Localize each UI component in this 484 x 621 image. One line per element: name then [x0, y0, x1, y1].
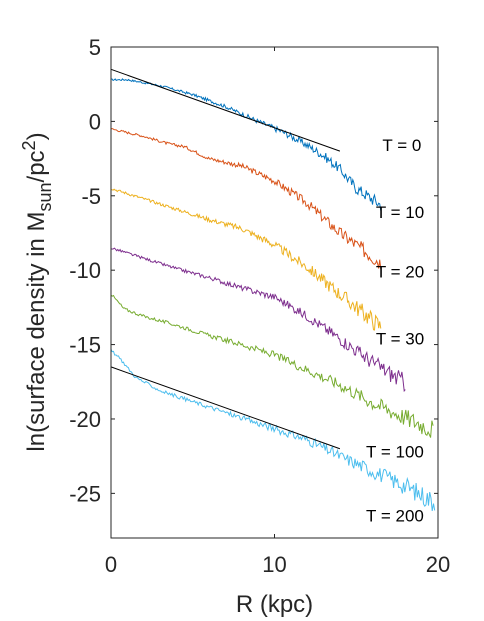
- fit-line-0: [110, 68, 341, 152]
- series-annotation-4: T = 100: [366, 443, 424, 462]
- x-tick-label: 10: [262, 552, 286, 577]
- series-annotations: T = 0 T = 10 T = 20 T = 30 T = 100 T = 200: [366, 136, 424, 525]
- y-axis-title-part3: ): [23, 132, 50, 140]
- y-axis-title-sub: sun: [35, 182, 55, 211]
- fit-line-1: [110, 366, 341, 450]
- series-line-4: [110, 294, 434, 438]
- axis-ticks: 0 10 20 5 0 -5 -10 -15 -20 -25: [69, 35, 450, 577]
- series-annotation-0: T = 0: [382, 136, 421, 155]
- fit-lines: [110, 68, 341, 450]
- x-tick-label: 20: [426, 552, 450, 577]
- y-tick-label: 0: [89, 109, 101, 134]
- series-layer: [110, 78, 436, 511]
- plot-area: [111, 47, 438, 538]
- x-tick-label: 0: [105, 552, 117, 577]
- y-axis-title-part2: /pc: [23, 150, 50, 182]
- y-axis-title: ln(surface density in Msun/pc2): [19, 132, 55, 451]
- y-axis-title-sup: 2: [19, 140, 39, 150]
- series-line-5: [110, 348, 436, 511]
- y-tick-label: -5: [81, 184, 101, 209]
- series-line-2: [110, 188, 382, 331]
- y-tick-label: -10: [69, 258, 101, 283]
- y-axis-title-part1: ln(surface density in M: [23, 211, 50, 451]
- series-annotation-1: T = 10: [376, 203, 424, 222]
- y-tick-label: -25: [69, 481, 101, 506]
- series-line-1: [110, 127, 382, 269]
- series-line-3: [110, 247, 406, 393]
- y-tick-label: 5: [89, 35, 101, 60]
- y-tick-label: -20: [69, 407, 101, 432]
- series-annotation-3: T = 30: [376, 330, 424, 349]
- series-annotation-2: T = 20: [376, 263, 424, 282]
- x-axis-title: R (kpc): [236, 591, 313, 618]
- y-tick-label: -15: [69, 333, 101, 358]
- series-annotation-5: T = 200: [366, 507, 424, 526]
